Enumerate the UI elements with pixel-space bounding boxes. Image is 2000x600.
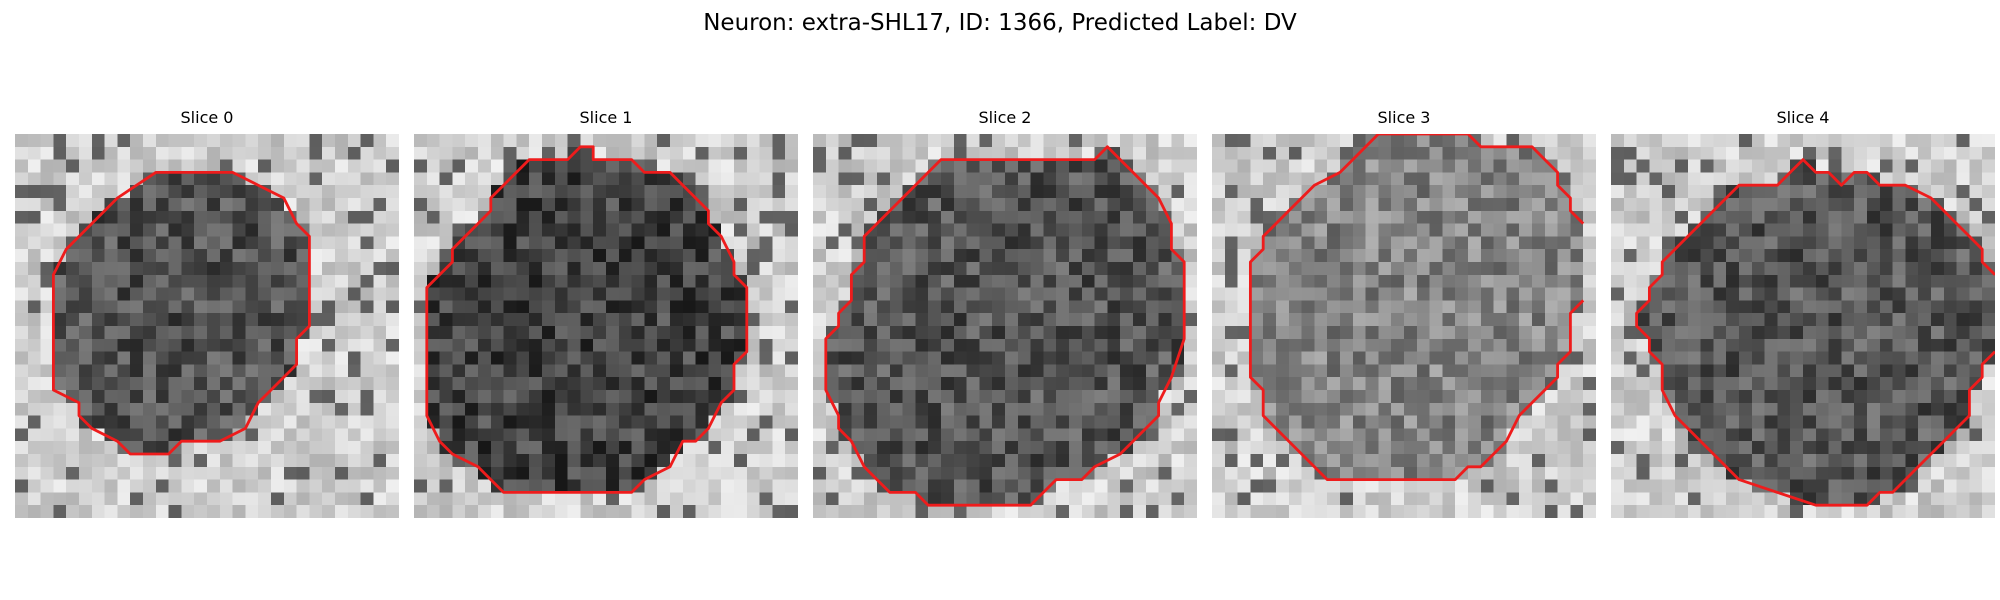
segmentation-contour bbox=[1248, 134, 1585, 482]
slice-title: Slice 2 bbox=[978, 108, 1032, 127]
slice-image-2 bbox=[813, 134, 1197, 518]
segmentation-contour bbox=[425, 145, 749, 494]
segmentation-contour bbox=[51, 170, 311, 456]
slice-title: Slice 1 bbox=[579, 108, 633, 127]
slice-panel-3: Slice 3 bbox=[1212, 108, 1596, 518]
segmentation-contour bbox=[1635, 158, 1995, 507]
slice-title: Slice 3 bbox=[1377, 108, 1431, 127]
segmentation-contour bbox=[824, 145, 1186, 507]
slice-image-0 bbox=[15, 134, 399, 518]
slice-image-4 bbox=[1611, 134, 1995, 518]
slice-panel-0: Slice 0 bbox=[15, 108, 399, 518]
slice-panel-4: Slice 4 bbox=[1611, 108, 1995, 518]
slice-panel-2: Slice 2 bbox=[813, 108, 1197, 518]
slice-image-1 bbox=[414, 134, 798, 518]
figure-title: Neuron: extra-SHL17, ID: 1366, Predicted… bbox=[703, 10, 1297, 36]
slice-title: Slice 4 bbox=[1776, 108, 1830, 127]
slice-title: Slice 0 bbox=[180, 108, 234, 127]
slice-panel-1: Slice 1 bbox=[414, 108, 798, 518]
slice-image-3 bbox=[1212, 134, 1596, 518]
